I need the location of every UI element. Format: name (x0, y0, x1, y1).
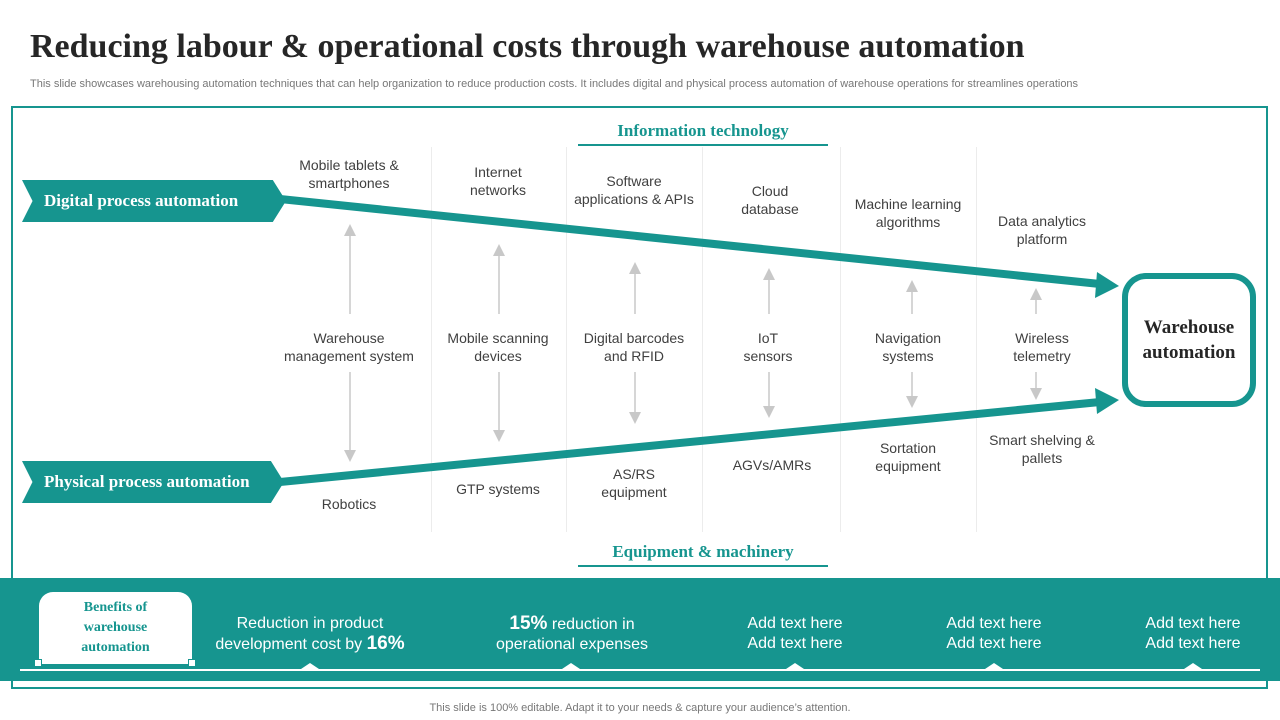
warehouse-automation-box: Warehouse automation (1122, 273, 1256, 407)
equipment-item-robotics: Robotics (321, 496, 377, 512)
section-underline-top (578, 144, 828, 146)
it-item-internet-networks: Internet networks (469, 164, 527, 198)
benefit-4-line2: Add text here (946, 635, 1042, 652)
section-information-technology: Information technology (617, 121, 789, 140)
it-item-data-analytics: Data analytics platform (998, 213, 1086, 247)
timeline-tick (1184, 663, 1202, 669)
it-item-mobile-tablets: Mobile tablets & smartphones (299, 157, 399, 191)
benefit-5-line2: Add text here (1145, 635, 1241, 652)
box-handle (188, 659, 196, 667)
timeline-tick (562, 663, 580, 669)
equipment-item-sortation: Sortation equipment (875, 440, 941, 474)
benefit-1-text: Reduction in product development cost by (215, 615, 384, 653)
column-divider (431, 147, 432, 532)
center-item-iot-sensors: IoT sensors (743, 330, 793, 364)
equipment-item-asrs: AS/RS equipment (601, 466, 667, 500)
slide-subtitle: This slide showcases warehousing automat… (30, 78, 1079, 90)
footer-note: This slide is 100% editable. Adapt it to… (429, 702, 851, 714)
center-item-mobile-scanning: Mobile scanning devices (447, 330, 549, 364)
benefits-heading: Benefits of warehouse automation (81, 600, 150, 655)
benefit-5-line1: Add text here (1145, 615, 1241, 632)
benefit-2-value: 15% (509, 613, 548, 634)
center-item-navigation: Navigation systems (874, 330, 942, 364)
column-divider (840, 147, 841, 532)
it-item-cloud-database: Cloud database (741, 183, 799, 217)
benefit-2: 15% reduction in operational expenses (482, 614, 662, 655)
benefit-4: Add text here Add text here (924, 614, 1064, 654)
box-handle (34, 659, 42, 667)
equipment-item-smart-shelving: Smart shelving & pallets (989, 432, 1095, 466)
benefit-4-line1: Add text here (946, 615, 1042, 632)
benefit-1-value: 16% (366, 633, 405, 654)
it-item-software-apis: Software applications & APIs (574, 173, 694, 207)
timeline-tick (985, 663, 1003, 669)
timeline-tick (301, 663, 319, 669)
benefits-heading-box: Benefits of warehouse automation (39, 592, 192, 664)
center-item-wireless-telemetry: Wireless telemetry (1013, 330, 1071, 364)
equipment-item-gtp: GTP systems (456, 481, 540, 497)
benefit-3: Add text here Add text here (725, 614, 865, 654)
section-equipment-machinery: Equipment & machinery (612, 542, 794, 561)
benefit-3-line2: Add text here (747, 635, 843, 652)
slide-title: Reducing labour & operational costs thro… (30, 28, 1025, 65)
benefit-5: Add text here Add text here (1123, 614, 1263, 654)
column-divider (702, 147, 703, 532)
section-underline-bottom (578, 565, 828, 567)
benefit-3-line1: Add text here (747, 615, 843, 632)
benefits-timeline-line (20, 669, 1260, 671)
physical-process-automation-label: Physical process automation (22, 461, 284, 503)
center-item-wms: Warehouse management system (284, 330, 414, 364)
diagram-frame (11, 106, 1268, 689)
benefit-1: Reduction in product development cost by… (205, 614, 415, 655)
warehouse-automation-label: Warehouse automation (1142, 317, 1236, 363)
column-divider (976, 147, 977, 532)
digital-process-automation-label: Digital process automation (22, 180, 286, 222)
benefits-band (0, 578, 1280, 681)
column-divider (566, 147, 567, 532)
benefit-2-text: reduction in operational expenses (495, 616, 649, 653)
timeline-tick (786, 663, 804, 669)
equipment-item-agvs: AGVs/AMRs (732, 457, 812, 473)
center-item-barcodes-rfid: Digital barcodes and RFID (583, 330, 685, 364)
it-item-machine-learning: Machine learning algorithms (854, 196, 962, 230)
